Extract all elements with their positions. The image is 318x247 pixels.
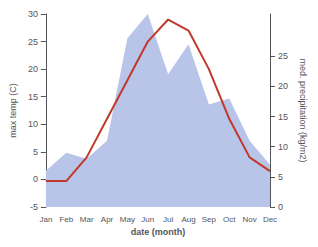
svg-text:Oct: Oct — [223, 215, 236, 224]
svg-text:10: 10 — [28, 119, 38, 129]
svg-text:Apr: Apr — [101, 215, 114, 224]
svg-text:Jul: Jul — [163, 215, 173, 224]
svg-text:max temp (C): max temp (C) — [8, 83, 18, 138]
svg-text:Dec: Dec — [263, 215, 277, 224]
svg-text:date (month): date (month) — [131, 227, 186, 237]
svg-text:Sep: Sep — [202, 215, 217, 224]
svg-text:0: 0 — [33, 174, 38, 184]
svg-text:10: 10 — [278, 142, 288, 152]
svg-text:-5: -5 — [30, 202, 38, 212]
svg-text:5: 5 — [278, 172, 283, 182]
svg-text:30: 30 — [28, 9, 38, 19]
svg-text:med. precipitation (kg/m2): med. precipitation (kg/m2) — [298, 58, 308, 162]
svg-text:20: 20 — [28, 64, 38, 74]
svg-text:Mar: Mar — [80, 215, 94, 224]
svg-text:Jun: Jun — [141, 215, 154, 224]
svg-text:5: 5 — [33, 147, 38, 157]
svg-text:Nov: Nov — [243, 215, 257, 224]
svg-text:15: 15 — [278, 112, 288, 122]
svg-text:Jan: Jan — [39, 215, 52, 224]
svg-text:25: 25 — [278, 51, 288, 61]
svg-text:0: 0 — [278, 202, 283, 212]
svg-text:Feb: Feb — [59, 215, 73, 224]
svg-text:25: 25 — [28, 37, 38, 47]
svg-text:15: 15 — [28, 92, 38, 102]
svg-text:Aug: Aug — [181, 215, 195, 224]
svg-text:20: 20 — [278, 81, 288, 91]
svg-text:May: May — [120, 215, 135, 224]
